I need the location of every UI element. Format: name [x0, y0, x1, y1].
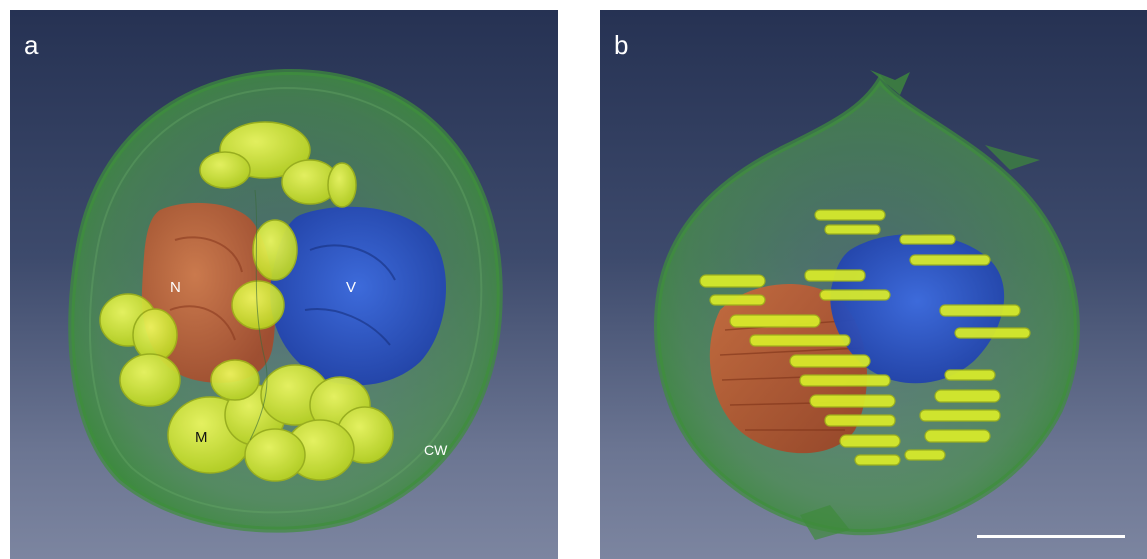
vacuole-shape — [270, 206, 447, 386]
mitochondria-shapes — [99, 121, 394, 482]
panel-b: b — [600, 10, 1147, 559]
nucleus-label: N — [170, 279, 181, 296]
panel-a: a N V M CW — [10, 10, 558, 559]
vacuole-label: V — [346, 279, 357, 296]
panel-b-letter: b — [614, 30, 629, 60]
mitochondria-label: M — [195, 429, 208, 446]
cell-render-a — [68, 68, 503, 533]
panel-a-letter: a — [24, 30, 39, 60]
cell-wall-label: CW — [424, 442, 448, 458]
mitochondria-shapes-b — [699, 209, 1031, 466]
cell-render-b — [654, 70, 1080, 540]
vacuole-shape-b — [830, 233, 1005, 384]
scale-bar — [977, 535, 1125, 538]
